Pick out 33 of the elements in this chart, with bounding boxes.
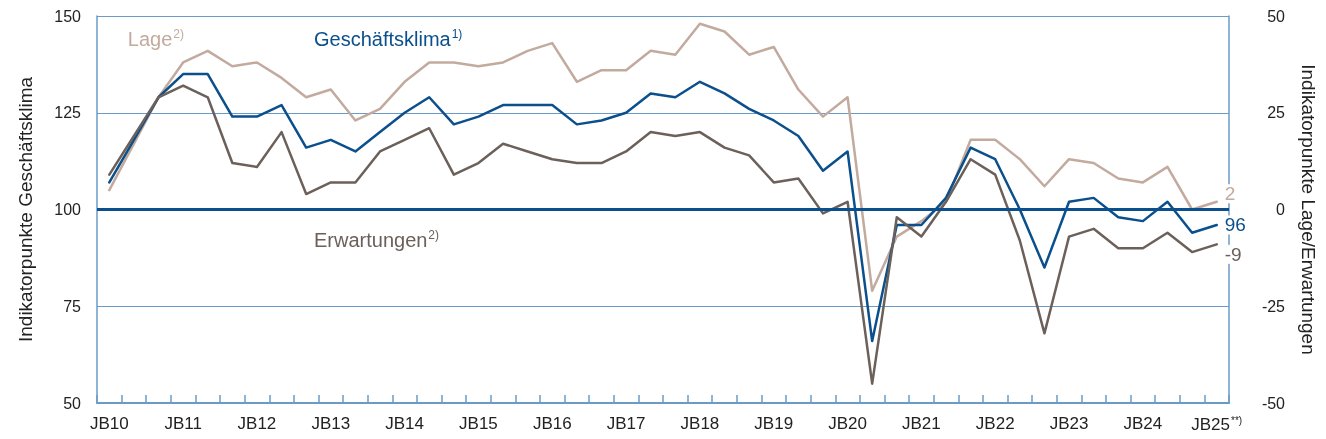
y-tick-label: 125	[54, 104, 82, 122]
y2-tick-label: 50	[1267, 7, 1286, 25]
x-tick-label: JB14	[385, 414, 424, 433]
x-tick-label: JB18	[680, 414, 720, 433]
y2-tick-label: 25	[1267, 104, 1286, 122]
x-tick-label: JB12	[237, 414, 277, 433]
x-tick-label: JB16	[532, 414, 572, 433]
y-tick-label: 75	[63, 297, 82, 315]
x-tick-label: JB19	[754, 414, 794, 433]
line-series	[108, 84, 1218, 385]
x-tick-label: JB13	[311, 414, 351, 433]
data-label: 2	[1224, 183, 1236, 205]
x-tick-label: JB21	[902, 414, 941, 433]
x-tick-label: JB11	[164, 414, 202, 433]
x-tick-label: JB23	[1049, 414, 1089, 433]
y2-axis-title: Indikatorpunkte Lage/Erwartungen	[1298, 64, 1319, 355]
data-label: 96	[1224, 214, 1246, 236]
x-tick-label: JB15	[459, 414, 498, 433]
y-axis-title: Indikatorpunkte Geschäftsklima	[15, 76, 36, 343]
x-tick-label: JB20	[828, 414, 867, 433]
x-tick-label: JB10	[89, 414, 129, 433]
y-tick-label: 50	[63, 394, 82, 412]
x-tick-label: JB25**)	[1191, 414, 1243, 434]
y2-tick-label: -25	[1261, 297, 1286, 315]
y2-tick-label: -50	[1261, 394, 1286, 412]
data-label: -9	[1224, 243, 1242, 265]
y2-tick-label: 0	[1276, 201, 1286, 218]
line-series	[108, 22, 1218, 293]
x-tick-label: JB17	[606, 414, 646, 433]
x-tick-label: JB22	[975, 414, 1015, 433]
y-tick-label: 100	[54, 201, 82, 218]
y-tick-label: 150	[54, 7, 82, 25]
x-tick-label: JB24	[1123, 414, 1163, 433]
